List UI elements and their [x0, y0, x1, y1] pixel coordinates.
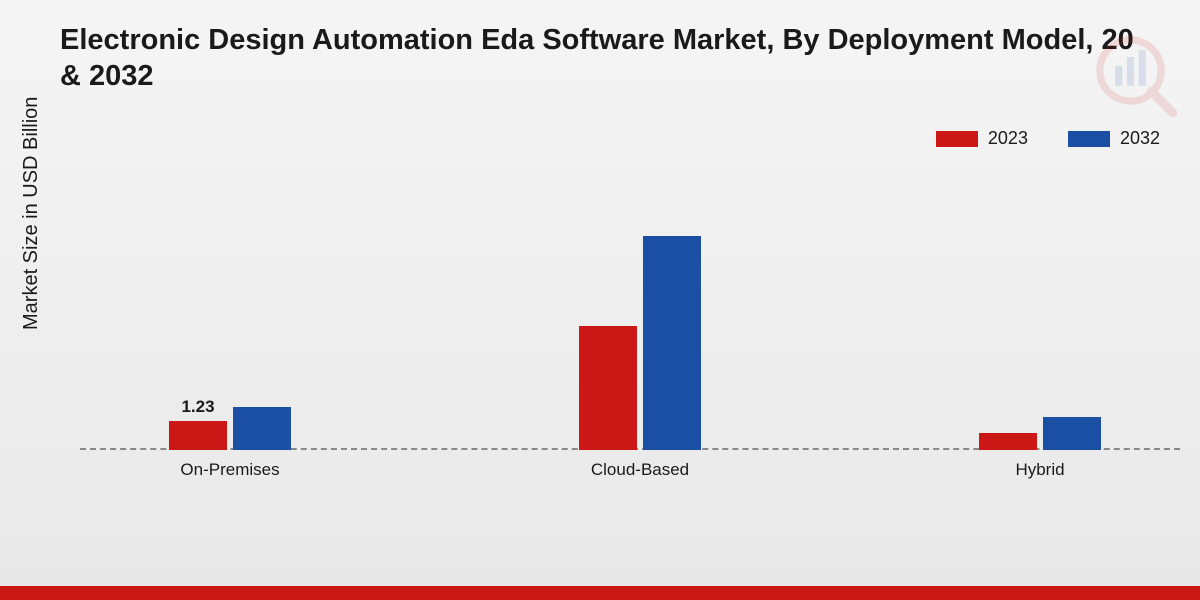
legend: 2023 2032: [0, 128, 1160, 149]
bar-on-premises-2023: [169, 421, 227, 450]
legend-label-2032: 2032: [1120, 128, 1160, 149]
bar-cloud-based-2023: [579, 326, 637, 450]
legend-item-2032: 2032: [1068, 128, 1160, 149]
x-label-on-premises: On-Premises: [180, 460, 279, 480]
bar-group-cloud-based: [579, 236, 701, 450]
footer-accent-bar: [0, 586, 1200, 600]
x-label-cloud-based: Cloud-Based: [591, 460, 689, 480]
bar-hybrid-2032: [1043, 417, 1101, 450]
plot-area: 1.23 On-Premises Cloud-Based Hybrid: [80, 165, 1180, 490]
x-label-hybrid: Hybrid: [1015, 460, 1064, 480]
legend-swatch-2023: [936, 131, 978, 147]
legend-item-2023: 2023: [936, 128, 1028, 149]
bar-cloud-based-2032: [643, 236, 701, 450]
watermark-logo-icon: [1090, 30, 1180, 120]
legend-label-2023: 2023: [988, 128, 1028, 149]
y-axis-label: Market Size in USD Billion: [20, 97, 43, 330]
bar-value-label-on-premises-2023: 1.23: [181, 397, 214, 417]
chart-page: Electronic Design Automation Eda Softwar…: [0, 0, 1200, 600]
legend-swatch-2032: [1068, 131, 1110, 147]
bar-on-premises-2032: [233, 407, 291, 450]
bar-group-hybrid: [979, 417, 1101, 450]
bar-hybrid-2023: [979, 433, 1037, 450]
chart-title: Electronic Design Automation Eda Softwar…: [60, 22, 1134, 95]
